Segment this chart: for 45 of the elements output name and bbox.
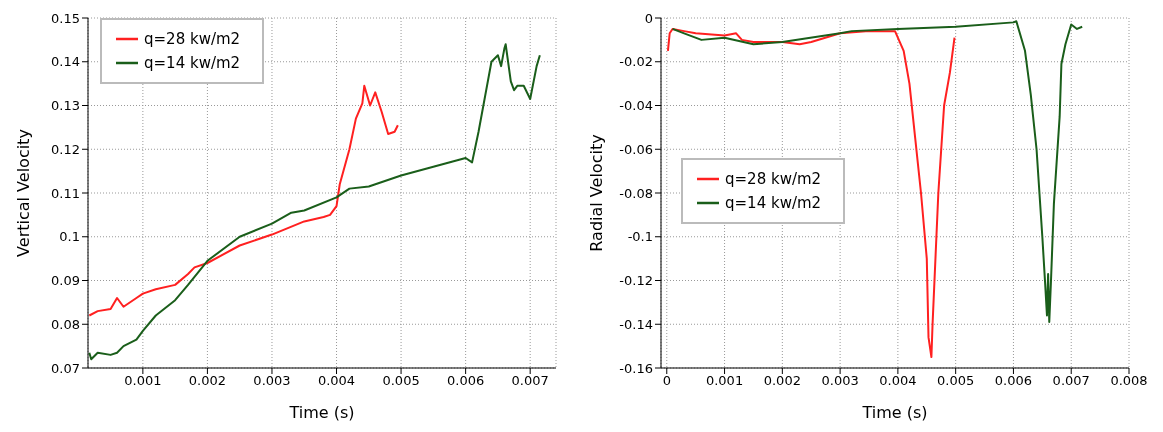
y-tick-label: 0.11 — [51, 185, 80, 201]
x-tick-label: 0.004 — [317, 373, 356, 389]
x-tick-label: 0.006 — [994, 373, 1033, 389]
y-tick-label: -0.06 — [619, 141, 653, 157]
x-tick-label: 0.002 — [763, 373, 801, 389]
y-tick-label: -0.16 — [619, 360, 653, 376]
y-tick-label: 0.15 — [51, 10, 80, 26]
x-tick-label: 0.005 — [937, 373, 975, 389]
y-tick-label: -0.12 — [619, 273, 653, 289]
y-tick-label: 0.09 — [51, 273, 80, 289]
x-tick-label: 0 — [662, 373, 671, 389]
line-series — [88, 84, 399, 317]
legend-label: q=14 kw/m2 — [144, 54, 241, 72]
x-tick-label: 0.004 — [879, 373, 917, 389]
x-tick-label: 0.003 — [253, 373, 291, 389]
y-axis-title: Radial Velocity — [586, 134, 606, 252]
x-tick-label: 0.001 — [124, 373, 162, 389]
x-tick-label: 0.007 — [511, 373, 549, 389]
y-tick-label: 0.12 — [51, 141, 80, 157]
y-tick-label: -0.04 — [619, 98, 653, 114]
y-tick-label: 0.08 — [51, 316, 80, 332]
x-tick-label: 0.006 — [447, 373, 485, 389]
y-tick-label: -0.02 — [619, 54, 653, 70]
legend-label: q=28 kw/m2 — [144, 30, 241, 48]
y-tick-label: -0.1 — [627, 229, 653, 245]
x-tick-label: 0.008 — [1110, 373, 1148, 389]
y-tick-label: -0.08 — [619, 185, 653, 201]
x-axis-title: Time (s) — [861, 403, 928, 422]
x-tick-label: 0.003 — [821, 373, 859, 389]
y-tick-label: 0 — [644, 10, 653, 26]
x-tick-label: 0.007 — [1052, 373, 1090, 389]
line-series — [671, 20, 1084, 324]
y-tick-label: -0.14 — [619, 316, 653, 332]
y-axis-title: Vertical Velocity — [13, 129, 33, 257]
legend-label: q=14 kw/m2 — [725, 194, 822, 212]
x-tick-label: 0.005 — [382, 373, 420, 389]
x-axis-title: Time (s) — [288, 403, 355, 422]
line-series — [666, 27, 956, 359]
y-tick-label: 0.07 — [51, 360, 80, 376]
legend-label: q=28 kw/m2 — [725, 170, 822, 188]
y-tick-label: 0.1 — [59, 229, 80, 245]
x-tick-label: 0.001 — [705, 373, 744, 389]
y-tick-label: 0.14 — [51, 54, 80, 70]
x-tick-label: 0.002 — [188, 373, 227, 389]
y-tick-label: 0.13 — [51, 98, 80, 114]
